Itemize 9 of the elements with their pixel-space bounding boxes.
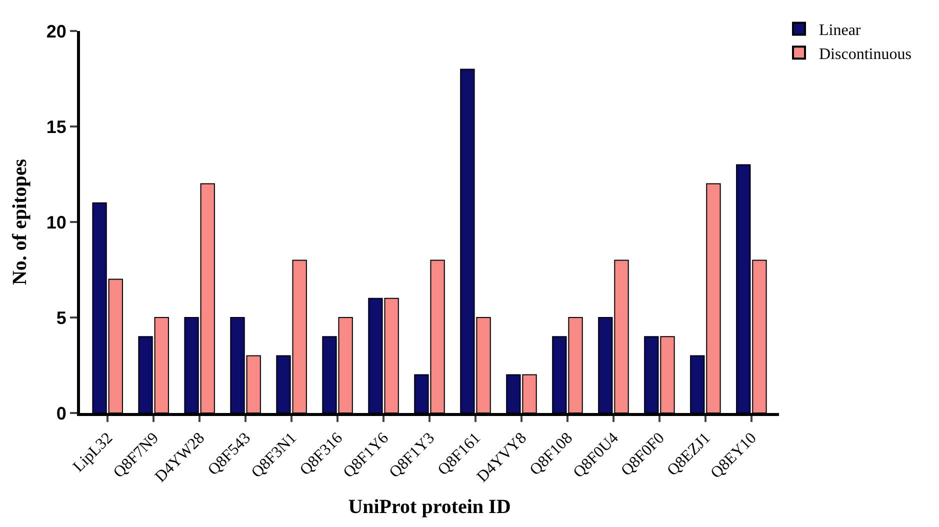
y-tick-label: 15 [46,116,66,137]
y-tick-label: 10 [46,212,66,232]
y-tick-label: 5 [56,308,66,328]
x-axis-title: UniProt protein ID [348,496,511,518]
y-axis-title: No. of epitopes [8,158,31,286]
y-tick-label: 0 [56,403,66,424]
legend-label: Discontinuous [819,46,912,63]
y-tick-label: 20 [46,21,66,42]
legend-label: Linear [819,22,862,40]
